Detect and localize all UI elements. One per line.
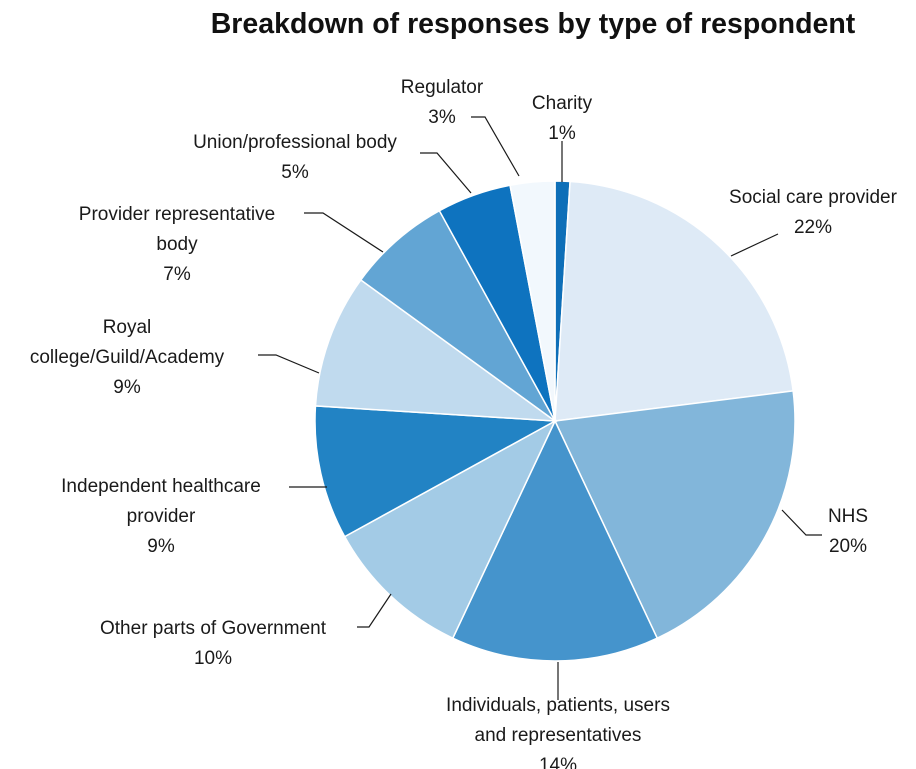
pie-slice	[314, 278, 558, 422]
leader-line	[258, 354, 320, 374]
slice-label: NHS 20%	[828, 506, 868, 557]
pie-slice	[509, 180, 556, 422]
slice-name-label: Charity	[532, 93, 593, 114]
slice-name-label: college/Guild/Academy	[30, 347, 225, 368]
slice-label: Regulator 3%	[401, 77, 484, 128]
pie-slice	[451, 419, 659, 662]
slice-name-label: provider	[127, 506, 196, 527]
slice-name-label: Social care provider	[729, 187, 898, 208]
slice-percent-label: 1%	[548, 123, 576, 144]
slice-percent-label: 7%	[163, 264, 191, 285]
leader-line	[730, 233, 779, 257]
slice-label: Individuals, patients, users and represen…	[446, 695, 670, 769]
slice-percent-label: 10%	[194, 648, 232, 669]
slice-label: Other parts of Government 10%	[100, 618, 327, 669]
pie-slices	[314, 180, 796, 662]
slice-name-label: Union/professional body	[193, 132, 397, 153]
slice-name-label: body	[156, 234, 198, 255]
slice-name-label: Other parts of Government	[100, 618, 327, 639]
slice-name-label: Independent healthcare	[61, 476, 261, 497]
slice-labels: Charity 1% Social care provider 22% NHS 20% In…	[30, 77, 898, 769]
leader-line	[304, 212, 384, 253]
slice-percent-label: 5%	[281, 162, 309, 183]
slice-percent-label: 9%	[147, 536, 175, 557]
slice-name-label: Individuals, patients, users	[446, 695, 670, 716]
pie-slice	[314, 405, 558, 538]
pie-slice	[554, 180, 794, 422]
pie-slice	[343, 419, 557, 640]
slice-percent-label: 9%	[113, 377, 141, 398]
slice-percent-label: 14%	[539, 755, 577, 769]
pie-slice	[553, 390, 796, 640]
slice-label: Provider representative body 7%	[79, 204, 275, 285]
leader-line	[420, 152, 472, 194]
slice-name-label: Regulator	[401, 77, 484, 98]
leader-line	[781, 509, 822, 536]
chart-title: Breakdown of responses by type of respon…	[211, 8, 856, 40]
leader-lines	[258, 116, 822, 700]
slice-percent-label: 20%	[829, 536, 867, 557]
slice-name-label: and representatives	[475, 725, 642, 746]
slice-name-label: NHS	[828, 506, 868, 527]
slice-label: Union/professional body 5%	[193, 132, 397, 183]
slice-label: Social care provider 22%	[729, 187, 898, 238]
leader-line	[357, 593, 392, 628]
leader-line	[471, 116, 520, 177]
slice-label: Charity 1%	[532, 93, 593, 144]
slice-label: Royal college/Guild/Academy 9%	[30, 317, 225, 398]
slice-label: Independent healthcare provider 9%	[61, 476, 261, 557]
pie-slice	[359, 209, 556, 422]
slice-percent-label: 22%	[794, 217, 832, 238]
slice-name-label: Provider representative	[79, 204, 275, 225]
slice-percent-label: 3%	[428, 107, 456, 128]
slice-name-label: Royal	[103, 317, 152, 338]
